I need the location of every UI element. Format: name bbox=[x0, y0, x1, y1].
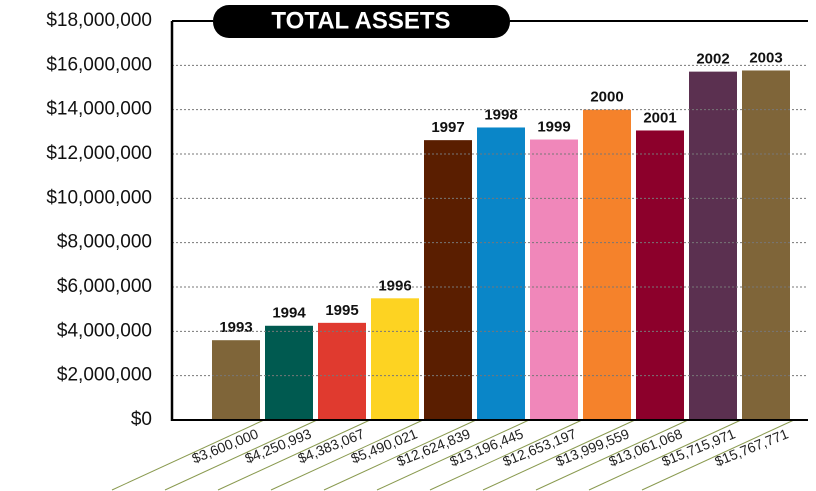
category-label: 1993 bbox=[219, 319, 252, 336]
y-tick-label: $10,000,000 bbox=[46, 187, 152, 208]
label-rule bbox=[270, 419, 424, 491]
category-label: 1997 bbox=[431, 119, 464, 136]
category-label: 1999 bbox=[537, 118, 570, 135]
category-label: 1996 bbox=[378, 277, 411, 294]
y-tick-label: $6,000,000 bbox=[57, 276, 152, 297]
bar bbox=[371, 298, 419, 420]
label-rule bbox=[429, 419, 583, 491]
label-rule bbox=[482, 419, 636, 491]
bar bbox=[583, 109, 631, 420]
label-rule bbox=[588, 419, 742, 491]
y-tick-label: $12,000,000 bbox=[46, 143, 152, 164]
bar bbox=[265, 325, 313, 420]
bar bbox=[742, 70, 790, 420]
bar bbox=[212, 340, 260, 420]
bar bbox=[477, 127, 525, 420]
y-tick-label: $8,000,000 bbox=[57, 232, 152, 253]
category-label: 1994 bbox=[272, 305, 306, 322]
label-rule bbox=[376, 419, 530, 491]
label-rule bbox=[641, 419, 795, 491]
y-tick-label: $2,000,000 bbox=[57, 365, 152, 386]
y-tick-label: $0 bbox=[131, 409, 152, 430]
category-label: 2003 bbox=[749, 49, 782, 66]
y-tick-label: $16,000,000 bbox=[46, 54, 152, 75]
bar bbox=[530, 139, 578, 420]
title-pill bbox=[213, 5, 510, 38]
category-label: 2000 bbox=[590, 89, 623, 106]
label-rule bbox=[164, 419, 318, 491]
chart-title: TOTAL ASSETS bbox=[271, 7, 450, 34]
bar bbox=[636, 130, 684, 420]
category-label: 1995 bbox=[325, 302, 358, 319]
bar bbox=[318, 322, 366, 420]
y-tick-label: $14,000,000 bbox=[46, 99, 152, 120]
label-rule bbox=[217, 419, 371, 491]
category-label: 1998 bbox=[484, 106, 517, 123]
category-label: 2002 bbox=[696, 51, 729, 68]
y-tick-label: $18,000,000 bbox=[46, 10, 152, 31]
label-rule bbox=[111, 419, 265, 491]
label-rule bbox=[323, 419, 477, 491]
bar bbox=[424, 140, 472, 420]
y-tick-label: $4,000,000 bbox=[57, 320, 152, 341]
label-rule bbox=[535, 419, 689, 491]
category-label: 2001 bbox=[643, 109, 676, 126]
bar bbox=[689, 71, 737, 421]
